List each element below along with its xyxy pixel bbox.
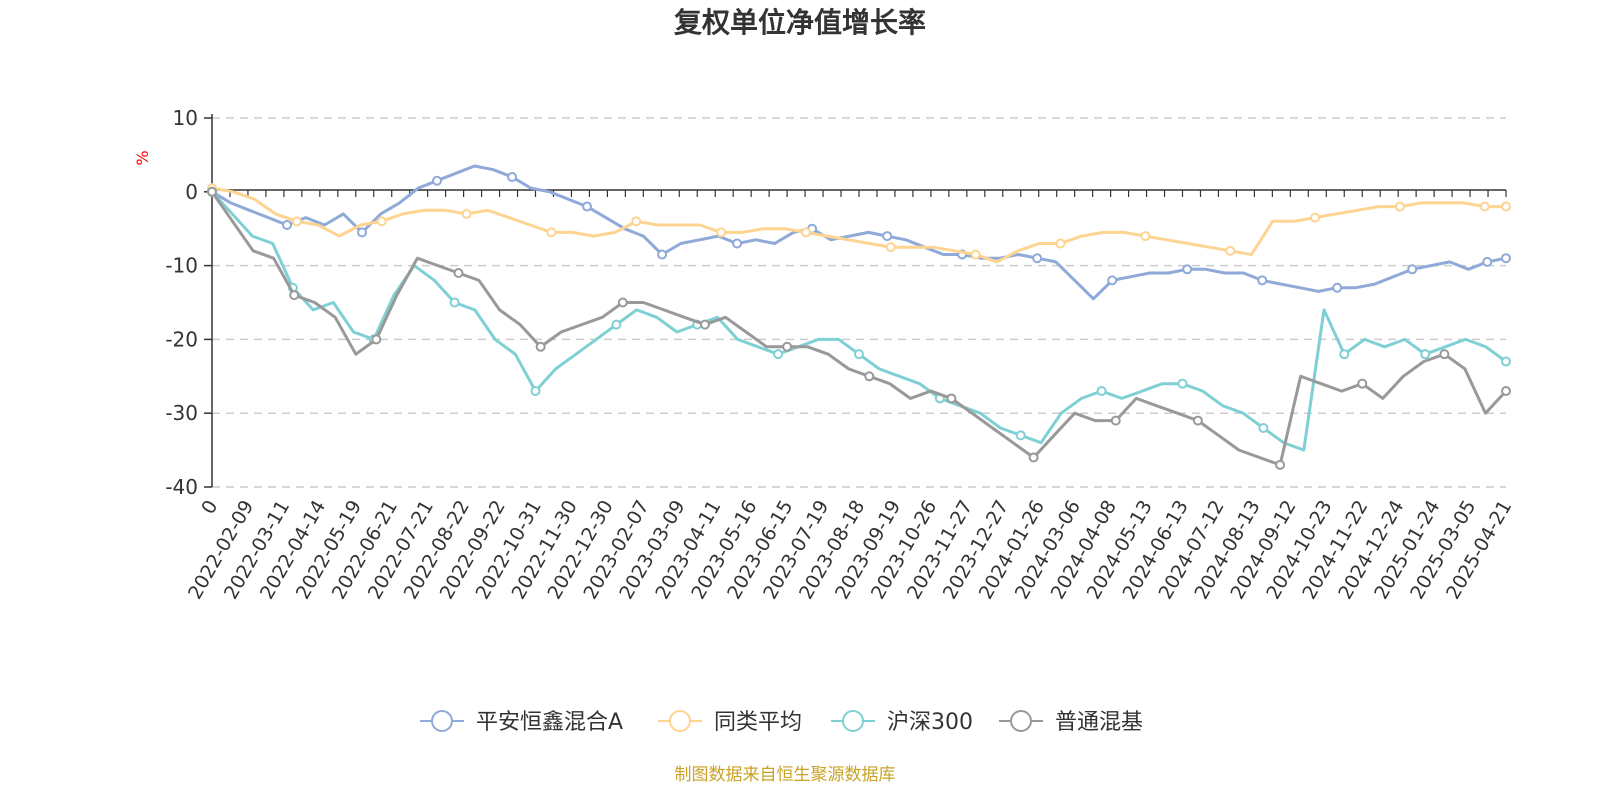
series-point xyxy=(800,227,811,238)
series-line xyxy=(211,186,1506,264)
series-point xyxy=(854,349,864,360)
series-line xyxy=(210,190,1507,452)
series-line xyxy=(211,164,1507,301)
series-point xyxy=(1096,386,1107,397)
series-point xyxy=(1028,452,1039,463)
series-point xyxy=(461,208,472,219)
series-point xyxy=(371,334,382,345)
series-point xyxy=(376,216,387,227)
series-point xyxy=(732,238,743,249)
series-point xyxy=(864,371,875,382)
series-point xyxy=(1501,356,1511,367)
series-point xyxy=(535,341,546,352)
series-point xyxy=(631,216,642,227)
series-point xyxy=(453,267,464,278)
series-point xyxy=(1501,253,1511,264)
series-lines xyxy=(207,164,1511,470)
legend-item[interactable]: 普通混基 xyxy=(999,710,1143,735)
legend-item[interactable]: 沪深300 xyxy=(831,710,973,735)
series-point xyxy=(282,220,293,231)
series-point xyxy=(1140,231,1151,242)
series-point xyxy=(432,175,443,186)
series-point xyxy=(1439,349,1450,360)
legend-label: 沪深300 xyxy=(887,710,973,735)
series-point xyxy=(1501,386,1511,397)
y-axis-unit: % xyxy=(133,150,152,165)
series-point xyxy=(885,242,896,253)
series-point xyxy=(657,249,668,260)
series-point xyxy=(1275,459,1286,470)
series-point xyxy=(1177,378,1188,389)
series-point xyxy=(1225,245,1236,256)
series-point xyxy=(1357,378,1368,389)
series-point xyxy=(1394,201,1405,212)
series-point xyxy=(1055,238,1066,249)
series-point xyxy=(1482,256,1493,267)
series-point xyxy=(357,227,368,238)
y-tick-label: 0 xyxy=(185,180,198,204)
series-point xyxy=(699,319,710,330)
series-point xyxy=(773,349,784,360)
series-point xyxy=(1310,212,1321,223)
legend[interactable]: 平安恒鑫混合A 同类平均 沪深300 普通混基 xyxy=(420,710,1143,735)
series-point xyxy=(882,231,893,242)
series-point xyxy=(1479,201,1490,212)
series-point xyxy=(507,172,518,183)
series-point xyxy=(207,186,217,197)
series-point xyxy=(1332,282,1343,293)
series-point xyxy=(1257,275,1268,286)
series-point xyxy=(611,319,622,330)
series-point xyxy=(1339,349,1350,360)
series-point xyxy=(1192,415,1203,426)
series-point xyxy=(291,216,302,227)
series-line xyxy=(210,190,1508,467)
series-point xyxy=(289,290,300,301)
legend-label: 同类平均 xyxy=(714,710,802,735)
series-point xyxy=(1501,201,1511,212)
x-tick-label: 0 xyxy=(197,497,222,518)
series-point xyxy=(1107,275,1118,286)
legend-item[interactable]: 平安恒鑫混合A xyxy=(420,710,623,735)
series-point xyxy=(1258,422,1269,433)
y-tick-label: -30 xyxy=(165,401,198,425)
y-tick-label: -10 xyxy=(165,254,198,278)
series-point xyxy=(1420,349,1431,360)
series-point xyxy=(617,297,628,308)
chart-title: 复权单位净值增长率 xyxy=(674,6,926,39)
series-point xyxy=(1032,253,1043,264)
series-point xyxy=(782,341,793,352)
legend-label: 普通混基 xyxy=(1055,710,1143,735)
series-point xyxy=(1015,430,1026,441)
axes: 100-10-20-30-4002022-02-092022-03-112022… xyxy=(165,106,1516,603)
series-point xyxy=(582,201,593,212)
y-tick-label: 10 xyxy=(173,106,198,130)
series-point xyxy=(946,393,957,404)
series-point xyxy=(1407,264,1418,275)
y-tick-label: -20 xyxy=(165,327,198,351)
grid-lines xyxy=(212,117,1506,488)
series-point xyxy=(546,227,557,238)
legend-marker-icon xyxy=(842,710,864,732)
series-point xyxy=(449,297,460,308)
legend-marker-icon xyxy=(669,710,691,732)
legend-label: 平安恒鑫混合A xyxy=(476,710,623,735)
source-note: 制图数据来自恒生聚源数据库 xyxy=(675,765,896,785)
series-point xyxy=(1110,415,1121,426)
series-point xyxy=(716,227,727,238)
series-point xyxy=(970,249,981,260)
series-point xyxy=(1182,264,1193,275)
legend-marker-icon xyxy=(431,710,453,732)
series-point xyxy=(530,386,541,397)
y-tick-label: -40 xyxy=(165,475,198,499)
legend-item[interactable]: 同类平均 xyxy=(658,710,802,735)
legend-marker-icon xyxy=(1010,710,1032,732)
